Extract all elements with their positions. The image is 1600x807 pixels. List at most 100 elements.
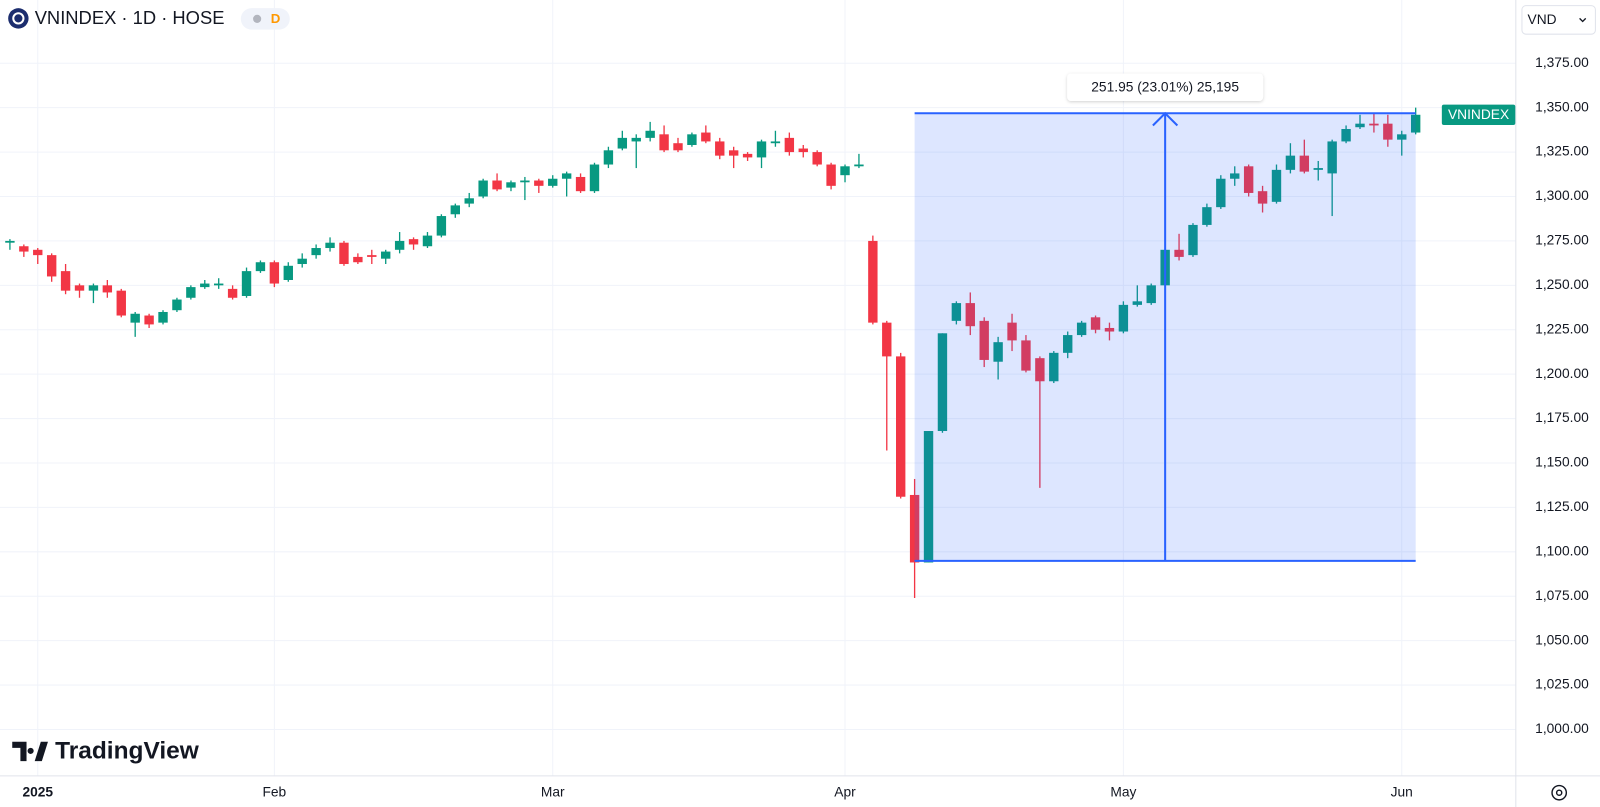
candle-body: [1090, 317, 1101, 330]
y-tick-label: 1,200.00: [1535, 366, 1589, 381]
candle-body: [520, 180, 530, 183]
candle-body: [408, 239, 419, 245]
candle-body: [436, 216, 447, 236]
candle-body: [102, 285, 113, 293]
candle-body: [1410, 114, 1421, 133]
candle-body: [742, 153, 753, 158]
candle-body: [74, 285, 85, 291]
settings-icon[interactable]: [1551, 784, 1568, 801]
candle-body: [1007, 322, 1017, 341]
settings-icon-inner: [1555, 789, 1563, 796]
interval-badge-bg[interactable]: [240, 8, 290, 30]
candle-body: [464, 198, 474, 204]
candle-body: [200, 283, 210, 288]
candle-body: [728, 150, 739, 156]
candle-body: [186, 287, 196, 298]
candle-body: [1118, 304, 1129, 332]
candle-body: [937, 333, 948, 432]
candle-body: [367, 255, 377, 257]
interval-badge[interactable]: D: [271, 11, 281, 26]
candle-body: [1063, 335, 1073, 353]
candle-body: [46, 255, 57, 277]
candle-body: [394, 240, 405, 250]
y-tick-label: 1,350.00: [1535, 99, 1589, 114]
candle-body: [241, 271, 252, 296]
y-tick-label: 1,100.00: [1535, 543, 1589, 558]
y-tick-label: 1,150.00: [1535, 455, 1589, 470]
candle-body: [882, 322, 892, 357]
candle-body: [951, 303, 962, 321]
candle-body: [60, 271, 71, 291]
candle-body: [1035, 358, 1045, 382]
candle-body: [353, 256, 363, 263]
candle-body: [993, 342, 1003, 362]
y-tick-label: 1,125.00: [1535, 499, 1589, 514]
currency[interactable]: VND: [1528, 12, 1557, 27]
header: VNINDEX · 1D · HOSE D: [8, 7, 290, 30]
candle-body: [450, 205, 461, 215]
candle-body: [561, 173, 572, 179]
candle-body: [687, 134, 697, 145]
watermark: TradingView: [12, 737, 200, 764]
candle-body: [214, 283, 224, 286]
candle-body: [923, 431, 934, 563]
y-tick-label: 1,325.00: [1535, 144, 1589, 159]
y-tick-label: 1,300.00: [1535, 188, 1589, 203]
candle-body: [659, 134, 669, 151]
overlay: 251.95 (23.01%) 25,195: [914, 73, 1416, 562]
candle-body: [1341, 128, 1351, 142]
currency-box[interactable]: [1521, 5, 1596, 35]
candle-body: [311, 248, 321, 256]
candle-body: [631, 137, 641, 142]
candle-body: [1271, 169, 1282, 202]
candle-body: [1369, 123, 1379, 126]
y-tick-label: 1,225.00: [1535, 321, 1589, 336]
candle-body: [158, 311, 168, 323]
candle-body: [283, 265, 293, 281]
candle-body: [909, 494, 920, 563]
candle-body: [325, 242, 335, 249]
candle-body: [1383, 123, 1393, 140]
y-tick-label: 1,000.00: [1535, 721, 1589, 736]
candle-body: [381, 251, 391, 259]
candle-body: [506, 182, 516, 188]
candle-body: [603, 150, 614, 165]
range-arrow-head: [1152, 111, 1179, 127]
candle-body: [492, 180, 502, 190]
axes: 1,000.00 1,025.00 1,050.00 1,075.00 1,100.00…: [22, 55, 1589, 799]
candle-body: [1285, 155, 1296, 170]
symbol-icon: [8, 8, 29, 29]
candle-body: [798, 148, 808, 153]
logo-mark: [12, 741, 48, 762]
candle-body: [1104, 327, 1115, 332]
settings-button[interactable]: [1551, 784, 1568, 801]
candle-body: [868, 240, 878, 323]
candle-body: [19, 246, 29, 252]
candle-body: [826, 164, 836, 186]
candle-body: [1188, 224, 1198, 256]
candle-body: [979, 320, 989, 360]
candle-body: [1174, 249, 1184, 257]
x-tick-label: 2025: [22, 784, 53, 799]
candle-body: [5, 240, 15, 243]
status-dot: [253, 14, 262, 23]
candle-body: [1216, 178, 1226, 208]
symbol-icon-inner: [12, 12, 25, 25]
candle-body: [1049, 352, 1059, 382]
candle-body: [1230, 173, 1240, 179]
candle-body: [1313, 168, 1323, 170]
candle-body: [1355, 123, 1365, 128]
currency-selector[interactable]: VND: [1521, 5, 1596, 35]
range-label-box: [1067, 73, 1264, 102]
candle-body: [339, 242, 349, 265]
candle-body: [575, 176, 586, 192]
dropdown-chevron: [1579, 17, 1587, 23]
price-tag: VNINDEX: [1448, 107, 1509, 122]
candle-body: [172, 299, 182, 311]
y-tick-label: 1,175.00: [1535, 410, 1589, 425]
chart-title: VNINDEX · 1D · HOSE: [35, 7, 225, 28]
candle-body: [1076, 322, 1087, 336]
price-tag-bg: [1441, 104, 1516, 125]
